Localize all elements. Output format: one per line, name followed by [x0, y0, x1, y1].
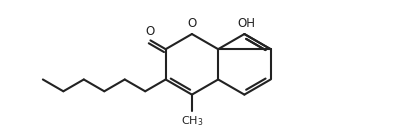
- Text: CH$_3$: CH$_3$: [180, 114, 203, 128]
- Text: O: O: [187, 17, 196, 30]
- Text: O: O: [146, 25, 155, 38]
- Text: OH: OH: [236, 17, 254, 30]
